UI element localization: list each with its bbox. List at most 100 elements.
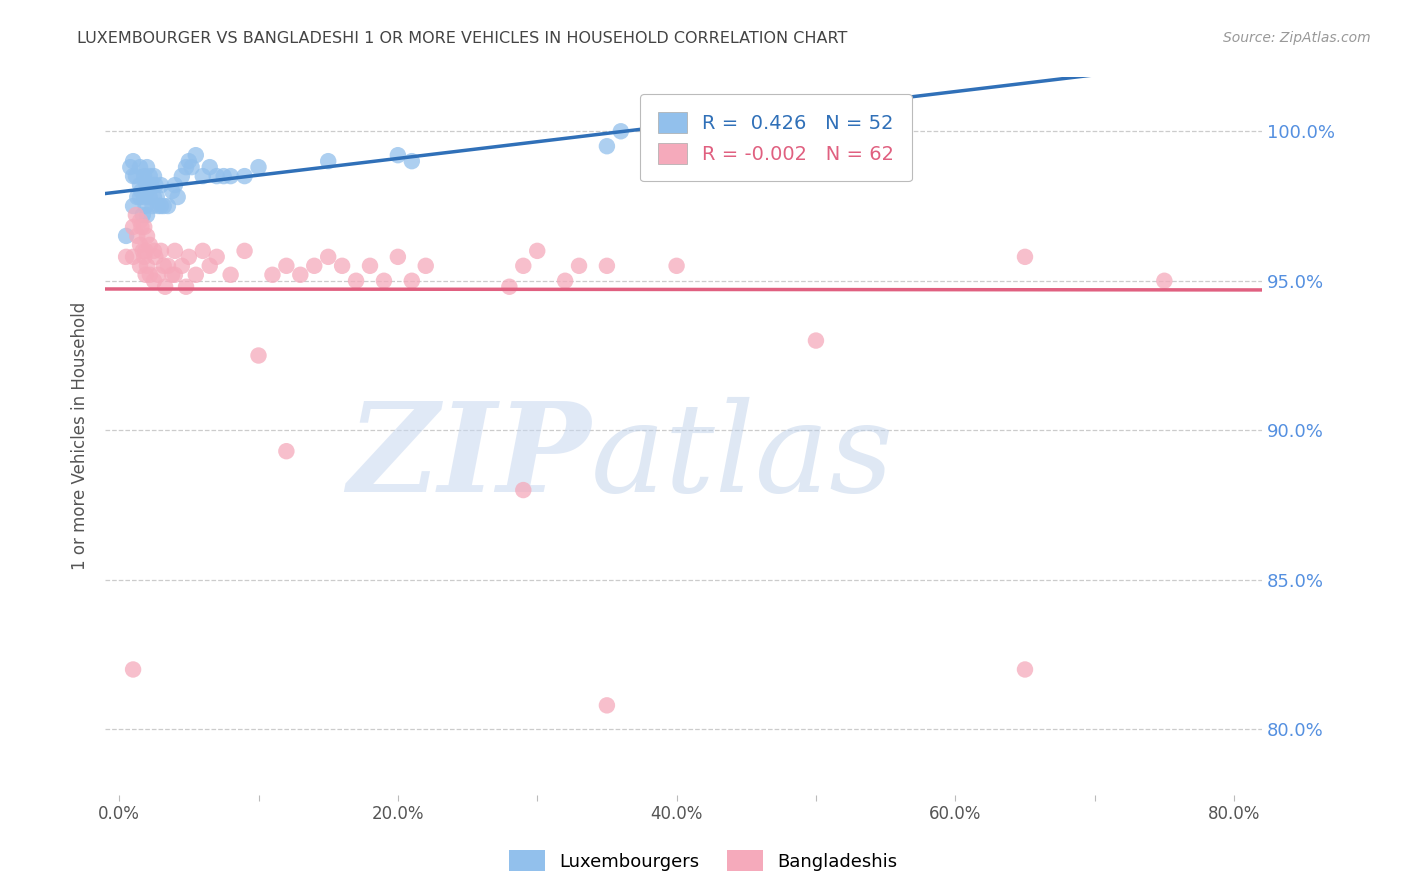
Legend: Luxembourgers, Bangladeshis: Luxembourgers, Bangladeshis	[502, 843, 904, 879]
Point	[191, 244, 214, 258]
Point	[143, 190, 166, 204]
Point	[143, 274, 166, 288]
Point	[198, 160, 221, 174]
Point	[152, 259, 174, 273]
Point	[219, 169, 242, 183]
Text: LUXEMBOURGER VS BANGLADESHI 1 OR MORE VEHICLES IN HOUSEHOLD CORRELATION CHART: LUXEMBOURGER VS BANGLADESHI 1 OR MORE VE…	[77, 31, 848, 46]
Point	[135, 199, 157, 213]
Point	[134, 250, 156, 264]
Point	[401, 274, 423, 288]
Point	[804, 334, 827, 348]
Point	[129, 259, 152, 273]
Point	[596, 139, 619, 153]
Point	[142, 199, 165, 213]
Point	[149, 244, 172, 258]
Point	[180, 160, 202, 174]
Point	[132, 208, 155, 222]
Point	[143, 244, 166, 258]
Point	[170, 259, 193, 273]
Point	[139, 238, 162, 252]
Point	[122, 169, 145, 183]
Point	[127, 228, 149, 243]
Point	[160, 268, 183, 282]
Point	[149, 178, 172, 192]
Point	[135, 244, 157, 258]
Point	[132, 244, 155, 258]
Point	[498, 279, 520, 293]
Point	[146, 190, 169, 204]
Point	[401, 154, 423, 169]
Point	[143, 169, 166, 183]
Point	[129, 214, 152, 228]
Point	[247, 349, 270, 363]
Point	[149, 199, 172, 213]
Point	[134, 169, 156, 183]
Point	[276, 259, 298, 273]
Point	[136, 228, 159, 243]
Point	[316, 250, 339, 264]
Point	[1014, 250, 1036, 264]
Point	[141, 178, 163, 192]
Point	[135, 268, 157, 282]
Point	[129, 190, 152, 204]
Point	[125, 208, 148, 222]
Point	[554, 274, 576, 288]
Point	[139, 190, 162, 204]
Text: atlas: atlas	[591, 397, 894, 518]
Text: ZIP: ZIP	[347, 397, 591, 518]
Point	[120, 160, 142, 174]
Point	[1153, 274, 1175, 288]
Point	[125, 169, 148, 183]
Point	[184, 268, 207, 282]
Point	[129, 178, 152, 192]
Point	[152, 199, 174, 213]
Point	[512, 483, 534, 497]
Point	[156, 199, 179, 213]
Point	[129, 238, 152, 252]
Point	[304, 259, 326, 273]
Point	[596, 698, 619, 713]
Point	[568, 259, 591, 273]
Point	[127, 190, 149, 204]
Point	[166, 190, 188, 204]
Point	[330, 259, 353, 273]
Point	[153, 279, 176, 293]
Point	[184, 148, 207, 162]
Point	[160, 184, 183, 198]
Point	[136, 184, 159, 198]
Point	[205, 169, 228, 183]
Point	[174, 160, 197, 174]
Point	[344, 274, 367, 288]
Point	[131, 184, 153, 198]
Point	[512, 259, 534, 273]
Point	[115, 250, 138, 264]
Point	[233, 244, 256, 258]
Point	[373, 274, 395, 288]
Point	[247, 160, 270, 174]
Point	[129, 160, 152, 174]
Point	[156, 259, 179, 273]
Point	[163, 244, 186, 258]
Text: Source: ZipAtlas.com: Source: ZipAtlas.com	[1223, 31, 1371, 45]
Point	[387, 148, 409, 162]
Point	[262, 268, 284, 282]
Point	[276, 444, 298, 458]
Point	[136, 160, 159, 174]
Point	[596, 259, 619, 273]
Point	[212, 169, 235, 183]
Point	[145, 250, 167, 264]
Point	[415, 259, 437, 273]
Point	[122, 154, 145, 169]
Point	[139, 169, 162, 183]
Point	[146, 199, 169, 213]
Point	[146, 268, 169, 282]
Point	[174, 279, 197, 293]
Point	[359, 259, 381, 273]
Y-axis label: 1 or more Vehicles in Household: 1 or more Vehicles in Household	[72, 302, 89, 570]
Legend: R =  0.426   N = 52, R = -0.002   N = 62: R = 0.426 N = 52, R = -0.002 N = 62	[640, 95, 912, 181]
Point	[131, 219, 153, 234]
Point	[136, 259, 159, 273]
Point	[610, 124, 633, 138]
Point	[177, 250, 200, 264]
Point	[139, 268, 162, 282]
